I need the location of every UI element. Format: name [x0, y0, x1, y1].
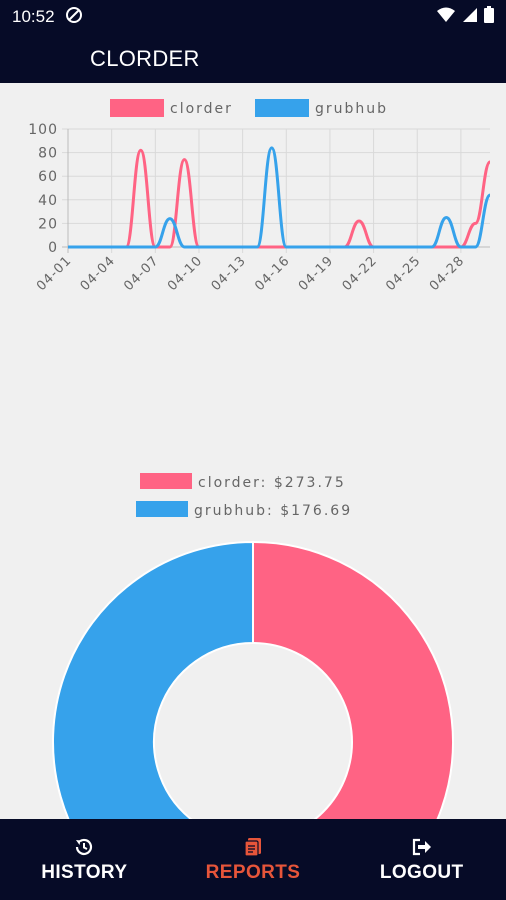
reports-icon [244, 836, 262, 858]
line-legend-label-grubhub: grubhub [315, 101, 388, 117]
x-tick-label: 04-07 [121, 253, 162, 294]
doughnut-slice-grubhub[interactable] [52, 540, 254, 819]
y-tick-label: 80 [38, 146, 58, 162]
pie-legend-swatch-grubhub[interactable] [136, 501, 188, 517]
x-tick-label: 04-28 [427, 253, 468, 294]
logout-icon [412, 836, 432, 858]
pie-legend-swatch-clorder[interactable] [140, 473, 192, 489]
cellular-icon [462, 7, 478, 28]
nav-reports-label: REPORTS [205, 861, 301, 883]
x-tick-label: 04-13 [209, 253, 250, 294]
doughnut-slice-clorder[interactable] [128, 540, 454, 819]
line-legend-swatch-grubhub[interactable] [255, 99, 309, 117]
pie-legend-label-clorder: clorder: $273.75 [198, 475, 346, 491]
y-tick-label: 20 [38, 216, 58, 232]
pie-legend-label-grubhub: grubhub: $176.69 [194, 503, 352, 519]
status-bar: 10:52 [0, 0, 506, 34]
line-legend-swatch-clorder[interactable] [110, 99, 164, 117]
x-tick-label: 04-10 [165, 253, 206, 294]
nav-logout-label: LOGOUT [379, 861, 464, 883]
history-icon [74, 836, 94, 858]
series-line-grubhub[interactable] [68, 146, 492, 249]
reports-content: clorder grubhub 100 80 60 40 20 0 04-01 04-04 04… [0, 83, 506, 819]
nav-history-label: HISTORY [41, 861, 128, 883]
nav-reports[interactable]: REPORTS [169, 819, 338, 900]
x-tick-label: 04-01 [34, 253, 75, 294]
y-tick-label: 0 [48, 240, 58, 256]
x-tick-label: 04-25 [383, 253, 424, 294]
y-tick-label: 40 [38, 193, 58, 209]
y-tick-label: 100 [28, 122, 58, 138]
wifi-icon [436, 7, 456, 28]
doughnut-chart: clorder: $273.75 grubhub: $176.69 [52, 473, 454, 819]
x-tick-label: 04-04 [78, 253, 119, 294]
x-tick-label: 04-19 [296, 253, 337, 294]
y-tick-label: 60 [38, 169, 58, 185]
battery-icon [484, 6, 494, 28]
nav-logout[interactable]: LOGOUT [337, 819, 506, 900]
status-time: 10:52 [12, 7, 55, 26]
bottom-nav: HISTORY REPORTS LOGOUT [0, 819, 506, 900]
line-legend-label-clorder: clorder [170, 101, 233, 117]
nav-history[interactable]: HISTORY [0, 819, 169, 900]
app-title: CLORDER [90, 45, 200, 71]
data-saver-icon [65, 6, 83, 29]
app-bar: CLORDER [0, 34, 506, 83]
x-tick-label: 04-22 [340, 253, 381, 294]
x-tick-label: 04-16 [252, 253, 293, 294]
